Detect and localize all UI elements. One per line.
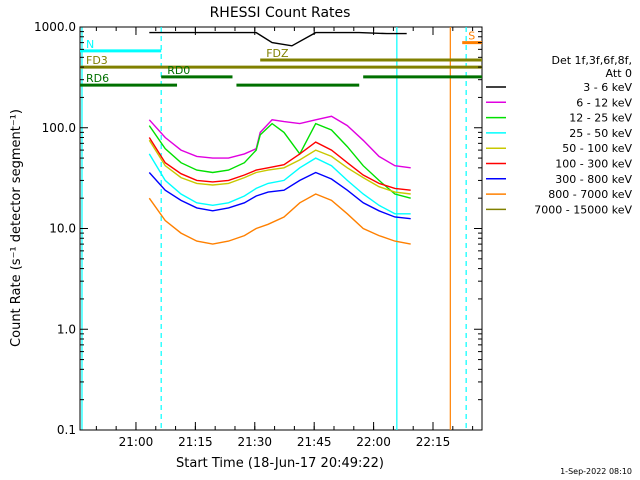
y-tick-labels: 1000.0 100.0 10.0 1.0 0.1 [34, 20, 76, 437]
chart-title: RHESSI Count Rates [210, 5, 351, 21]
legend-entry: 300 - 800 keV [555, 173, 632, 186]
series-line [148, 115, 411, 169]
x-tick-label: 21:00 [119, 435, 154, 449]
x-tick-labels: 21:00 21:15 21:30 21:45 22:00 22:15 [119, 435, 451, 449]
series-line [148, 171, 411, 220]
x-tick-label: 22:00 [356, 435, 391, 449]
plot-frame [79, 26, 483, 431]
legend-header: Att 0 [606, 67, 632, 80]
x-axis-label: Start Time (18-Jun-17 20:49:22) [176, 456, 384, 471]
series-lines: N S FDZ FD3 RD0 RD6 [80, 27, 482, 430]
annotation-label: S [468, 30, 475, 43]
series-line [148, 122, 411, 199]
series-line [148, 137, 411, 191]
y-tick-label: 100.0 [42, 121, 76, 135]
x-tick-label: 21:45 [297, 435, 332, 449]
series-line [148, 139, 411, 195]
x-tick-label: 22:15 [416, 435, 451, 449]
legend-header: Det 1f,3f,6f,8f, [551, 54, 632, 67]
footer-date: 1-Sep-2022 08:10 [560, 467, 632, 476]
legend-entry: 50 - 100 keV [562, 142, 632, 155]
series-line [148, 193, 411, 245]
legend-entry: 800 - 7000 keV [548, 188, 632, 201]
legend-entry: 12 - 25 keV [569, 112, 632, 125]
legend: Det 1f,3f,6f,8f,Att 03 - 6 keV 6 - 12 keV… [486, 54, 632, 216]
legend-entry: 6 - 12 keV [576, 96, 632, 109]
annotation-label: FD3 [86, 54, 108, 67]
y-tick-label: 0.1 [57, 423, 76, 437]
y-tick-label: 1.0 [57, 322, 76, 336]
legend-entry: 25 - 50 keV [569, 127, 632, 140]
x-tick-label: 21:15 [178, 435, 213, 449]
x-tick-label: 21:30 [237, 435, 272, 449]
legend-entry: 3 - 6 keV [583, 81, 632, 94]
annotation-label: FDZ [266, 47, 289, 60]
legend-entry: 100 - 300 keV [555, 158, 632, 171]
series-line [148, 153, 411, 215]
annotation-label: N [86, 38, 94, 51]
y-tick-label: 1000.0 [34, 20, 76, 34]
annotation-label: RD0 [167, 64, 190, 77]
annotation-label: RD6 [86, 72, 109, 85]
series-line [149, 31, 407, 47]
y-axis-label: Count Rate (s⁻¹ detector segment⁻¹) [9, 109, 24, 347]
y-tick-label: 10.0 [49, 222, 76, 236]
legend-entry: 7000 - 15000 keV [534, 203, 632, 216]
